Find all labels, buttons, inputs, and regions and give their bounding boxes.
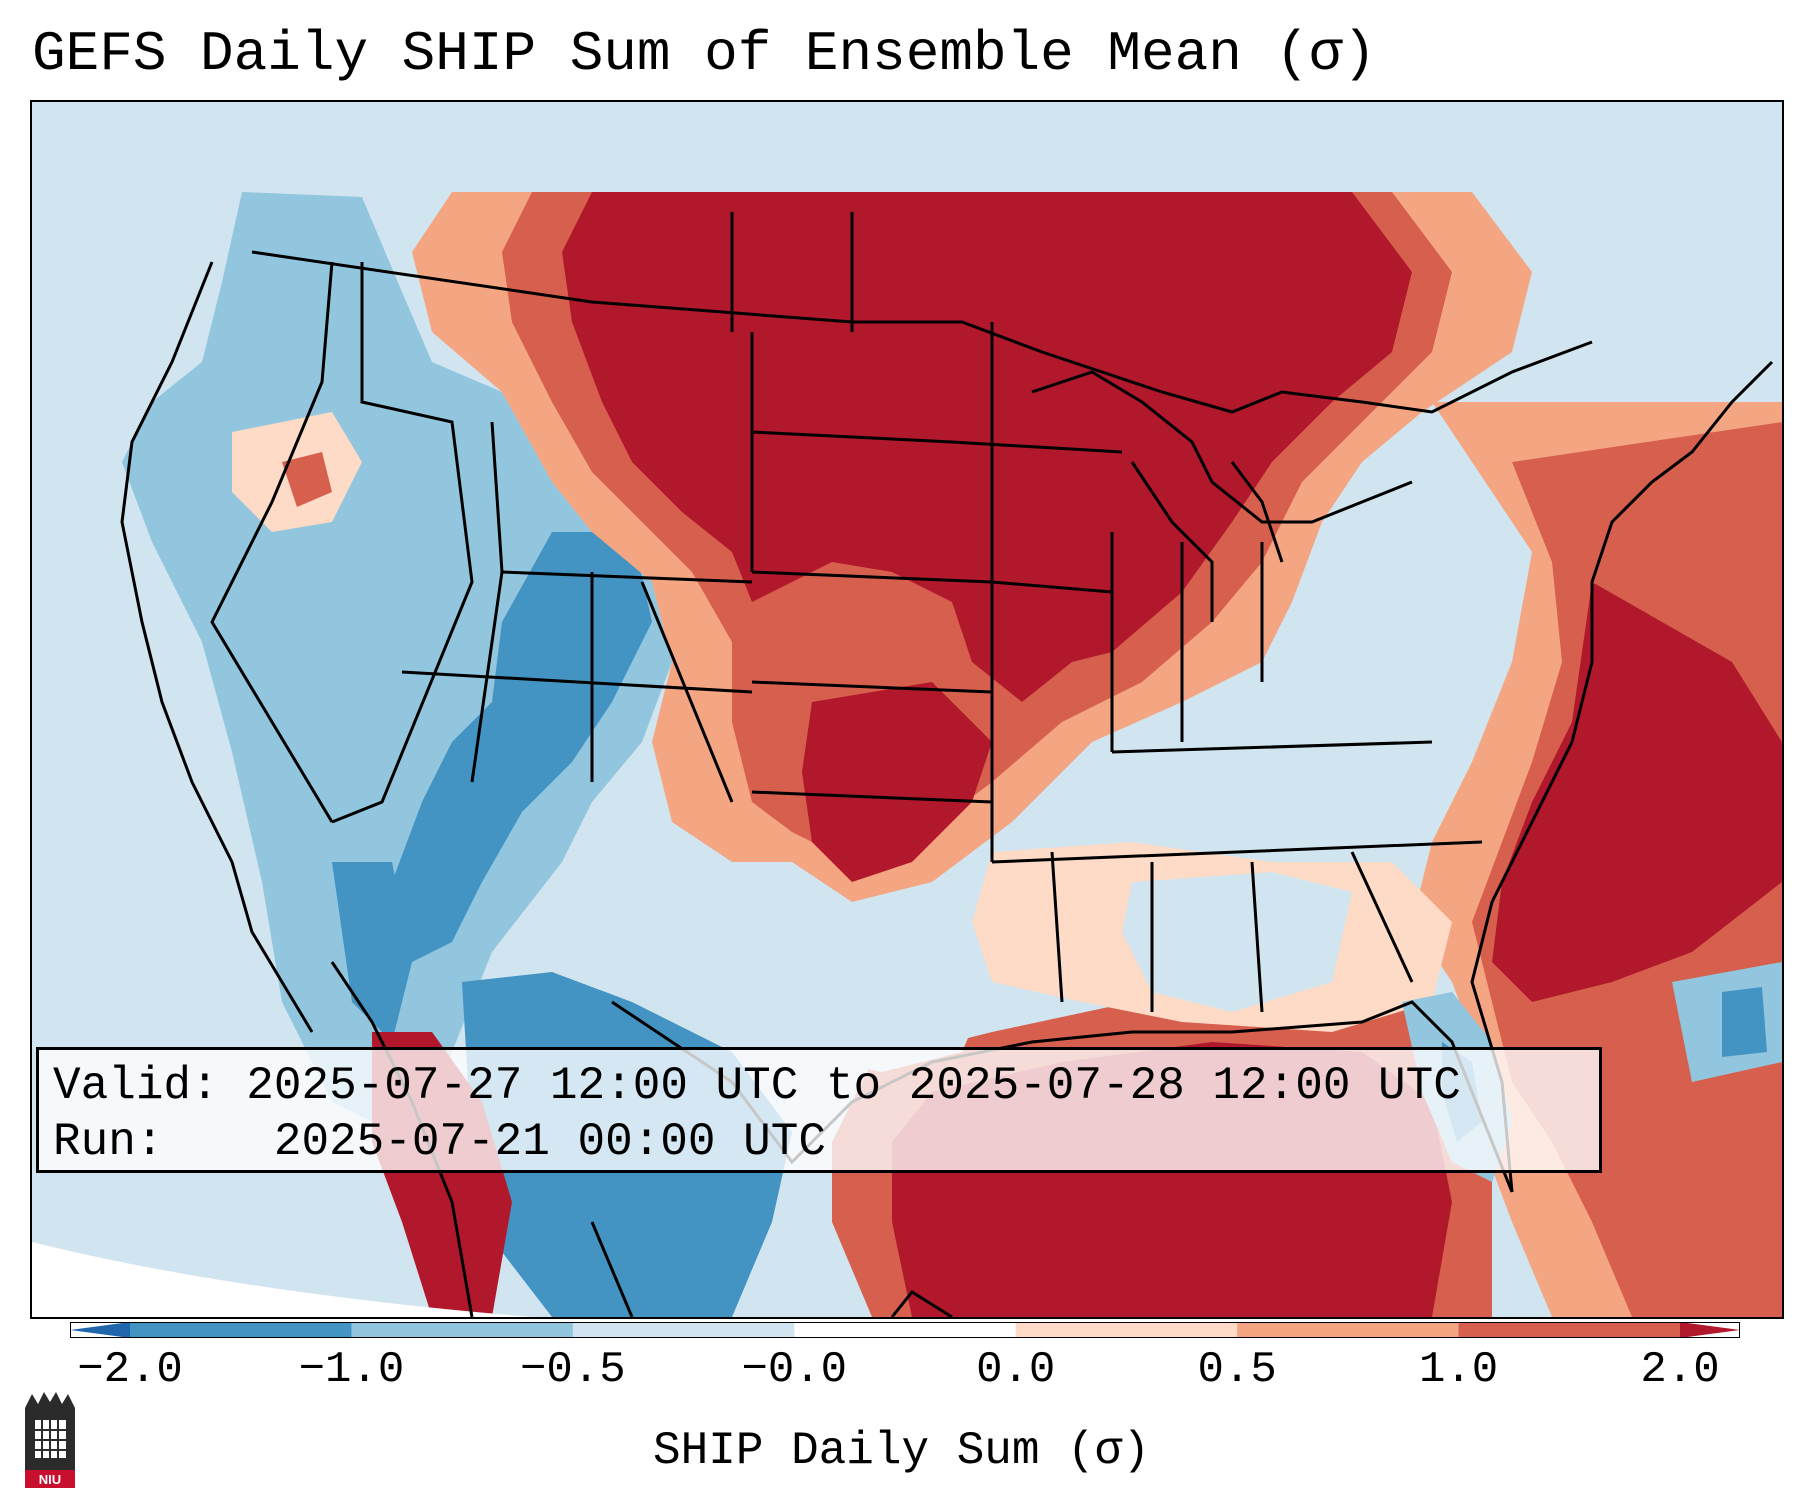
niu-logo: NIU	[25, 1392, 75, 1488]
colorbar-bin	[130, 1322, 352, 1338]
colorbar-bin	[1015, 1322, 1238, 1338]
valid-value: 2025-07-27 12:00 UTC to 2025-07-28 12:00…	[246, 1060, 1461, 1112]
colorbar-label: SHIP Daily Sum (σ)	[653, 1425, 1150, 1477]
colorbar-bin	[794, 1322, 1017, 1338]
atlantic-positive-very-strong	[1492, 582, 1782, 1002]
great-lakes-outline	[1031, 370, 1413, 622]
southwest-negative-strong	[332, 862, 412, 1042]
colorbar	[70, 1322, 1740, 1338]
niu-logo-text: NIU	[39, 1472, 61, 1487]
us-canada-border	[251, 250, 1593, 414]
east-coast	[1470, 360, 1774, 1193]
valid-label: Valid:	[53, 1060, 219, 1112]
west-negative-strong	[392, 532, 652, 962]
page-title: GEFS Daily SHIP Sum of Ensemble Mean (σ)	[32, 22, 1377, 86]
mountain-west-borders	[210, 261, 753, 824]
colorbar-tick-label: 2.0	[1640, 1345, 1720, 1395]
plains-borders	[730, 212, 994, 862]
colorbar-extend-high	[1680, 1322, 1740, 1338]
southern-borders	[991, 840, 1483, 1013]
colorbar-tick-label: 1.0	[1418, 1345, 1499, 1395]
colorbar-bin	[351, 1322, 574, 1338]
map-edge-curve	[32, 1242, 532, 1317]
colorbar-tick-label: −2.0	[77, 1345, 183, 1395]
west-coast	[120, 261, 314, 1033]
colorbar-tick-label: −0.0	[741, 1345, 848, 1395]
colorbar-tick-label: −1.0	[298, 1345, 405, 1395]
colorbar-extend-low	[70, 1322, 130, 1338]
colorbar-bin	[572, 1322, 795, 1338]
southeast-negative	[1122, 872, 1352, 1012]
midwest-borders	[951, 440, 1433, 754]
boundary-lines	[120, 212, 1774, 1317]
north-positive-very-strong	[562, 192, 1412, 702]
pnw-positive-strong	[282, 452, 332, 507]
run-label: Run:	[53, 1116, 164, 1168]
atlantic-negative-strong	[1722, 987, 1767, 1057]
colorbar-bin	[1237, 1322, 1460, 1338]
texas-light-negative	[652, 942, 992, 1072]
colorbar-tick-label: −0.5	[520, 1345, 626, 1395]
valid-run-info-box: Valid: 2025-07-27 12:00 UTC to 2025-07-2…	[36, 1047, 1602, 1173]
run-value: 2025-07-21 00:00 UTC	[273, 1116, 826, 1168]
colorbar-tick-label: 0.0	[976, 1345, 1056, 1395]
plains-positive-very-strong	[802, 682, 992, 882]
colorbar-bin	[1458, 1322, 1681, 1338]
colorbar-ticks: −2.0 −1.0 −0.5 −0.0 0.0 0.5 1.0 2.0	[0, 1345, 1803, 1405]
colorbar-tick-label: 0.5	[1197, 1345, 1277, 1395]
